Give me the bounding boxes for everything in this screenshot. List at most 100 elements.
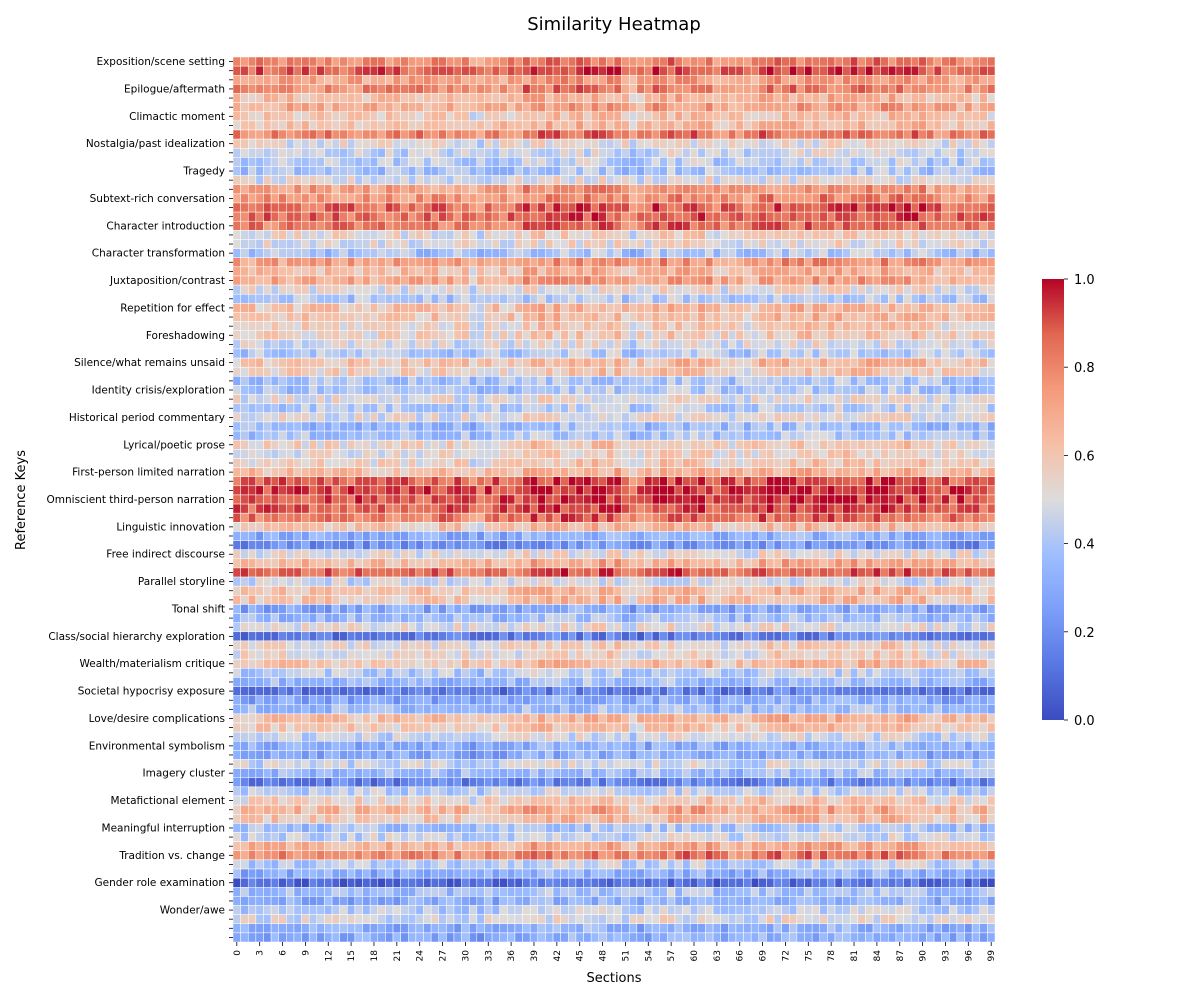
heatmap-cell (347, 184, 356, 195)
heatmap-cell (735, 102, 744, 112)
heatmap-cell (590, 494, 600, 505)
heatmap-cell (461, 293, 470, 304)
heatmap-cell (880, 220, 889, 231)
heatmap-cell (728, 467, 737, 477)
heatmap-cell (689, 248, 699, 258)
heatmap-cell (369, 439, 379, 450)
heatmap-cell (956, 412, 965, 423)
heatmap-cell (446, 175, 455, 185)
heatmap-cell (408, 120, 417, 131)
heatmap-cell (636, 193, 645, 204)
heatmap-cell (735, 476, 744, 487)
heatmap-cell (849, 248, 859, 258)
heatmap-cell (385, 458, 394, 468)
heatmap-cell (232, 120, 241, 131)
heatmap-cell (964, 202, 973, 213)
heatmap-cell (324, 439, 333, 450)
heatmap-cell (979, 357, 988, 368)
heatmap-cell (560, 494, 569, 505)
heatmap-cell (446, 220, 455, 231)
heatmap-cell (941, 157, 950, 167)
heatmap-cell (651, 293, 660, 304)
heatmap-cell (628, 303, 638, 313)
heatmap-cell (255, 430, 264, 441)
heatmap-cell (461, 485, 470, 496)
heatmap-cell (293, 494, 302, 505)
heatmap-cell (522, 138, 531, 149)
heatmap-cell (781, 293, 790, 304)
heatmap-cell (888, 230, 897, 240)
heatmap-cell (232, 138, 241, 149)
heatmap-cell (613, 385, 622, 395)
heatmap-cell (849, 166, 859, 176)
heatmap-cell (583, 166, 592, 176)
heatmap-cell (392, 111, 401, 122)
heatmap-cell (926, 230, 935, 240)
heatmap-cell (560, 357, 569, 368)
heatmap-cell (865, 257, 874, 268)
heatmap-cell (903, 449, 912, 459)
heatmap-cell (438, 147, 447, 158)
heatmap-cell (453, 166, 462, 176)
heatmap-cell (781, 120, 790, 131)
heatmap-cell (392, 476, 401, 487)
heatmap-cell (849, 503, 859, 514)
heatmap-cell (796, 503, 805, 514)
heatmap-cell (575, 120, 584, 131)
heatmap-cell (682, 312, 691, 322)
heatmap-cell (476, 385, 485, 395)
heatmap-cell (819, 494, 828, 505)
heatmap-cell (468, 147, 478, 158)
heatmap-cell (819, 439, 828, 450)
heatmap-cell (545, 293, 554, 304)
heatmap-cell (430, 257, 439, 268)
heatmap-cell (842, 394, 851, 404)
heatmap-cell (621, 239, 630, 249)
heatmap-cell (979, 321, 988, 331)
heatmap-cell (598, 366, 607, 377)
heatmap-cell (461, 193, 470, 204)
heatmap-cell (308, 248, 318, 258)
heatmap-cell (903, 366, 912, 377)
heatmap-cell (834, 485, 843, 496)
heatmap-cell (971, 357, 981, 368)
heatmap-cell (293, 193, 302, 204)
heatmap-cell (964, 157, 973, 167)
heatmap-cell (766, 75, 775, 85)
heatmap-cell (453, 275, 462, 286)
heatmap-cell (324, 449, 333, 459)
heatmap-cell (712, 449, 721, 459)
heatmap-cell (857, 111, 866, 122)
heatmap-cell (278, 476, 287, 487)
heatmap-cell (613, 303, 622, 313)
heatmap-cell (377, 193, 386, 204)
heatmap-cell (857, 102, 866, 112)
heatmap-cell (324, 75, 333, 85)
heatmap-cell (240, 202, 249, 213)
heatmap-cell (682, 147, 691, 158)
heatmap-cell (888, 403, 897, 414)
heatmap-cell (545, 65, 554, 76)
heatmap-cell (865, 348, 874, 359)
heatmap-cell (880, 485, 889, 496)
heatmap-cell (682, 476, 691, 487)
heatmap-cell (621, 476, 630, 487)
heatmap-cell (316, 394, 325, 404)
heatmap-cell (575, 357, 584, 368)
heatmap-cell (232, 275, 241, 286)
heatmap-cell (888, 111, 897, 122)
heatmap-cell (369, 111, 379, 122)
heatmap-cell (644, 111, 653, 122)
heatmap-cell (232, 84, 241, 94)
heatmap-cell (453, 56, 462, 67)
heatmap-cell (270, 366, 279, 377)
heatmap-cell (408, 248, 417, 258)
heatmap-cell (308, 449, 318, 459)
heatmap-cell (926, 257, 935, 268)
heatmap-cell (430, 65, 439, 76)
heatmap-cell (529, 175, 539, 185)
heatmap-cell (537, 248, 546, 258)
heatmap-cell (628, 220, 638, 231)
heatmap-cell (484, 175, 493, 185)
heatmap-cell (750, 366, 760, 377)
